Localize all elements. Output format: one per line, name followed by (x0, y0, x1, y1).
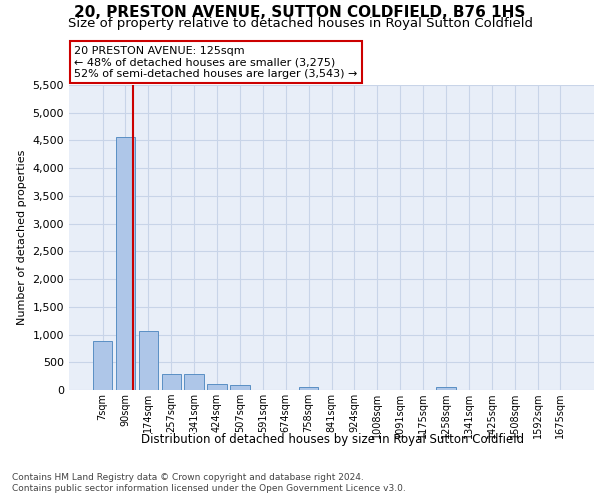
Text: Size of property relative to detached houses in Royal Sutton Coldfield: Size of property relative to detached ho… (67, 18, 533, 30)
Text: Contains public sector information licensed under the Open Government Licence v3: Contains public sector information licen… (12, 484, 406, 493)
Bar (116, 137, 135, 390)
Bar (230, 384, 250, 390)
Bar (93, 341, 112, 390)
Text: Contains HM Land Registry data © Crown copyright and database right 2024.: Contains HM Land Registry data © Crown c… (12, 472, 364, 482)
Text: 20, PRESTON AVENUE, SUTTON COLDFIELD, B76 1HS: 20, PRESTON AVENUE, SUTTON COLDFIELD, B7… (74, 5, 526, 20)
Bar (299, 387, 319, 390)
Bar (208, 384, 227, 390)
Bar (436, 387, 455, 390)
Bar (161, 374, 181, 390)
Y-axis label: Number of detached properties: Number of detached properties (17, 150, 27, 325)
Text: 20 PRESTON AVENUE: 125sqm
← 48% of detached houses are smaller (3,275)
52% of se: 20 PRESTON AVENUE: 125sqm ← 48% of detac… (74, 46, 358, 79)
Text: Distribution of detached houses by size in Royal Sutton Coldfield: Distribution of detached houses by size … (142, 432, 524, 446)
Bar (139, 331, 158, 390)
Bar (184, 374, 204, 390)
